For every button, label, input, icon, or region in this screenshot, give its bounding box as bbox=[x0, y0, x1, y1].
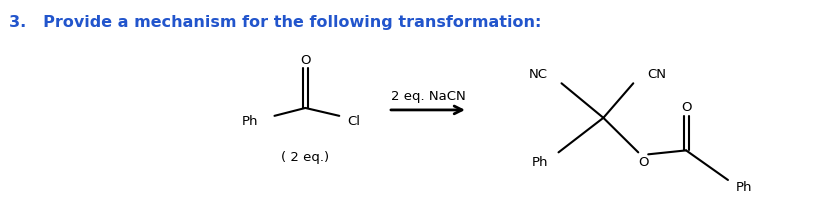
Text: O: O bbox=[638, 156, 648, 169]
Text: CN: CN bbox=[647, 68, 666, 81]
Text: 2 eq. NaCN: 2 eq. NaCN bbox=[390, 90, 465, 103]
Text: 3.   Provide a mechanism for the following transformation:: 3. Provide a mechanism for the following… bbox=[9, 15, 542, 30]
Text: O: O bbox=[681, 101, 691, 115]
Text: ( 2 eq.): ( 2 eq.) bbox=[281, 151, 329, 164]
Text: NC: NC bbox=[528, 68, 547, 81]
Text: O: O bbox=[300, 54, 310, 67]
Text: Ph: Ph bbox=[532, 156, 548, 169]
Text: Ph: Ph bbox=[736, 181, 752, 194]
Text: Cl: Cl bbox=[347, 115, 360, 128]
Text: Ph: Ph bbox=[242, 115, 259, 128]
